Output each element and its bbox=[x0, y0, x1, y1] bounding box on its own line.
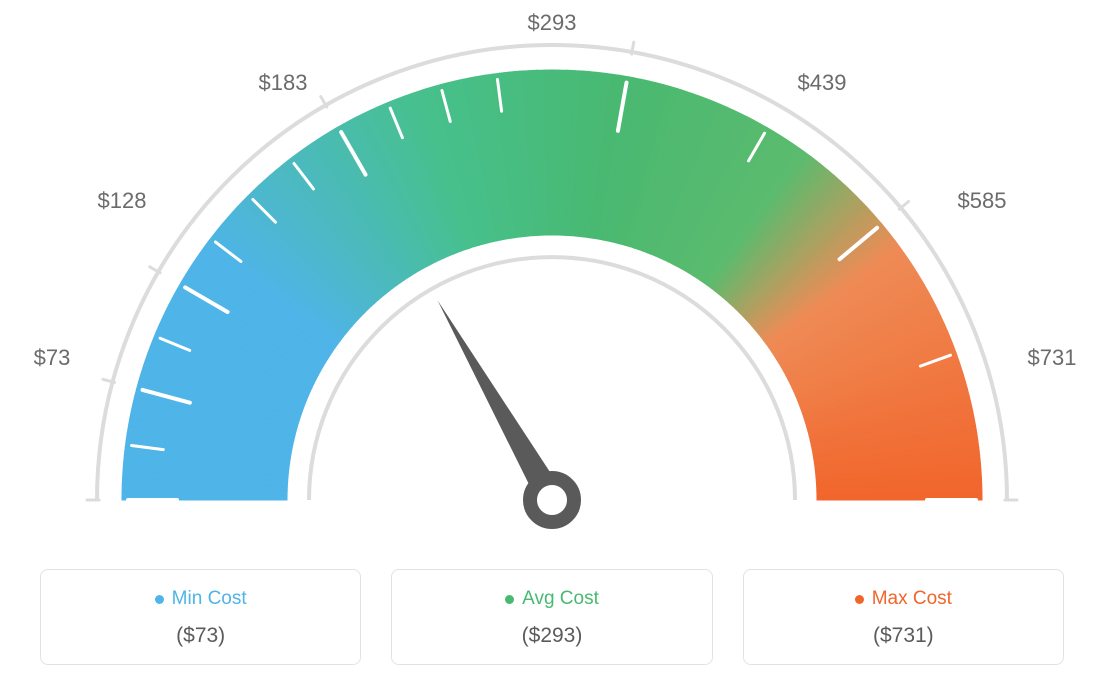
legend-card-max: Max Cost ($731) bbox=[743, 569, 1064, 665]
legend-min-title: Min Cost bbox=[155, 588, 247, 610]
legend-max-value: ($731) bbox=[754, 624, 1053, 648]
svg-text:$293: $293 bbox=[528, 10, 577, 35]
legend-card-min: Min Cost ($73) bbox=[40, 569, 361, 665]
legend-avg-value: ($293) bbox=[402, 624, 701, 648]
legend-min-value: ($73) bbox=[51, 624, 350, 648]
legend-card-avg: Avg Cost ($293) bbox=[391, 569, 712, 665]
legend-row: Min Cost ($73) Avg Cost ($293) Max Cost … bbox=[40, 569, 1064, 665]
svg-text:$73: $73 bbox=[34, 345, 71, 370]
svg-text:$128: $128 bbox=[98, 188, 147, 213]
legend-max-label: Max Cost bbox=[872, 588, 952, 610]
legend-avg-title: Avg Cost bbox=[505, 588, 599, 610]
legend-max-dot bbox=[855, 595, 864, 604]
cost-gauge: $73 $128 $183 $293 $439 $585 $731 bbox=[0, 0, 1104, 560]
legend-avg-dot bbox=[505, 595, 514, 604]
svg-text:$731: $731 bbox=[1028, 345, 1077, 370]
svg-text:$439: $439 bbox=[798, 70, 847, 95]
legend-max-title: Max Cost bbox=[855, 588, 952, 610]
svg-text:$585: $585 bbox=[958, 188, 1007, 213]
svg-text:$183: $183 bbox=[259, 70, 308, 95]
legend-min-label: Min Cost bbox=[172, 588, 247, 610]
legend-avg-label: Avg Cost bbox=[522, 588, 599, 610]
legend-min-dot bbox=[155, 595, 164, 604]
